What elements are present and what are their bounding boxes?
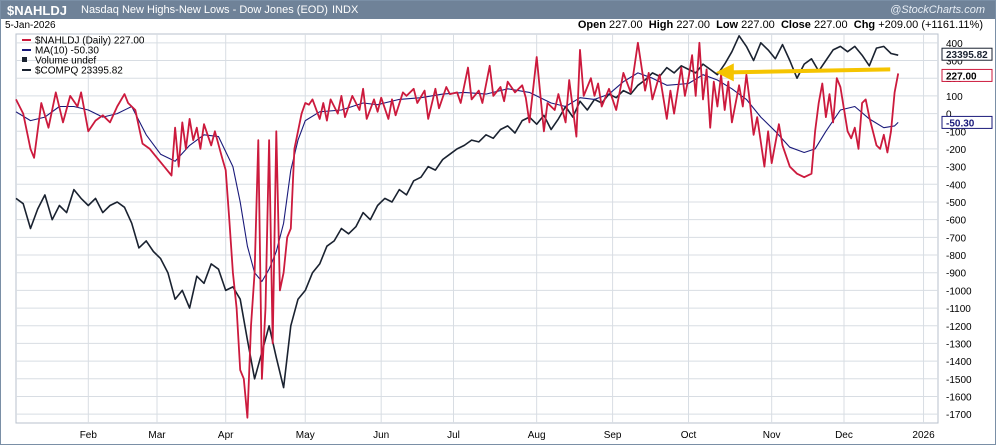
y-tick-label: 300 <box>946 57 963 68</box>
chart-title-bar: $NAHLDJ Nasdaq New Highs-New Lows - Dow … <box>1 1 995 19</box>
legend-label-compq: $COMPQ 23395.82 <box>35 66 123 77</box>
chg-value: +209.00 (+1161.11%) <box>878 19 983 31</box>
brand-watermark: @StockCharts.com <box>890 4 985 16</box>
high-label: High <box>648 19 674 31</box>
x-tick-label: Dec <box>835 430 853 441</box>
y-tick-label: -1400 <box>946 357 972 368</box>
y-tick-label: -1000 <box>946 286 972 297</box>
value-tag-box <box>941 115 993 129</box>
value-tag-ma: -50.30 <box>946 118 975 129</box>
series-line-compq <box>15 35 899 389</box>
value-tag-box <box>941 47 993 61</box>
x-tick-label: Aug <box>528 430 546 441</box>
y-tick-label: -1300 <box>946 339 972 350</box>
legend-label-vol: Volume undef <box>35 56 96 67</box>
chart-date: 5-Jan-2026 <box>5 20 56 31</box>
annotation-arrow <box>715 63 891 82</box>
chart-exchange-tag: INDX <box>332 4 359 16</box>
y-tick-label: -300 <box>946 163 966 174</box>
grid-lines <box>15 33 939 424</box>
y-tick-label: -1200 <box>946 322 972 333</box>
y-tick-label: 400 <box>946 39 963 50</box>
x-tick-label: May <box>296 430 315 441</box>
value-tags: 23395.82 227.00 -50.30 <box>941 47 993 129</box>
x-tick-label: Feb <box>80 430 98 441</box>
legend-label-nahl: $NAHLDJ (Daily) 227.00 <box>35 36 145 47</box>
open-label: Open <box>577 19 606 31</box>
chg-label: Chg <box>853 19 876 31</box>
high-value: 227.00 <box>676 19 710 31</box>
arrow-shaft <box>729 67 891 75</box>
x-tick-label: Jun <box>373 430 389 441</box>
series-lines <box>15 35 900 419</box>
y-axis-ticks: 4003002001000-100-200-300-400-500-600-70… <box>946 39 972 421</box>
plot-area-border <box>15 33 939 424</box>
y-tick-label: -900 <box>946 269 966 280</box>
chart-description: Nasdaq New Highs-New Lows - Dow Jones (E… <box>81 4 328 16</box>
close-value: 227.00 <box>813 19 848 31</box>
y-tick-label: 100 <box>946 92 963 103</box>
x-tick-label: Sep <box>604 430 622 441</box>
x-tick-label: 2026 <box>912 430 935 441</box>
value-tag-nahl: 227.00 <box>946 71 977 82</box>
legend-swatch-vol <box>22 57 27 62</box>
series-line-nahl <box>15 41 900 419</box>
low-value: 227.00 <box>741 19 775 31</box>
x-tick-label: Nov <box>763 430 781 441</box>
y-tick-label: -1600 <box>946 392 972 403</box>
series-line-ma <box>15 72 899 283</box>
y-tick-label: -1500 <box>946 375 972 386</box>
y-tick-label: -700 <box>946 233 966 244</box>
y-tick-label: -600 <box>946 216 966 227</box>
y-tick-label: -100 <box>946 127 966 138</box>
y-tick-label: -200 <box>946 145 966 156</box>
x-tick-label: Oct <box>681 430 697 441</box>
value-tag-box <box>941 68 993 82</box>
low-label: Low <box>716 19 739 31</box>
value-tag-compq: 23395.82 <box>946 50 988 61</box>
y-tick-label: -1100 <box>946 304 971 315</box>
chart-sub-header: 5-Jan-2026 Open 227.00 High 227.00 Low 2… <box>1 19 995 32</box>
close-label: Close <box>780 19 811 31</box>
x-tick-label: Apr <box>218 430 234 441</box>
ohlc-readout: Open 227.00 High 227.00 Low 227.00 Close… <box>578 19 983 31</box>
y-tick-label: -1700 <box>946 410 972 421</box>
legend-label-ma: MA(10) -50.30 <box>35 46 99 57</box>
y-tick-label: 0 <box>946 110 952 121</box>
x-tick-label: Jul <box>447 430 460 441</box>
y-tick-label: -500 <box>946 198 966 209</box>
y-tick-label: -800 <box>946 251 966 262</box>
chart-symbol: $NAHLDJ <box>7 3 67 18</box>
x-tick-label: Mar <box>148 430 166 441</box>
x-axis-ticks: Feb Mar Apr May Jun Jul Aug Sep Oct Nov Dec 2026 <box>80 430 935 441</box>
y-tick-label: -400 <box>946 180 966 191</box>
arrow-head <box>715 63 734 82</box>
open-value: 227.00 <box>609 19 643 31</box>
